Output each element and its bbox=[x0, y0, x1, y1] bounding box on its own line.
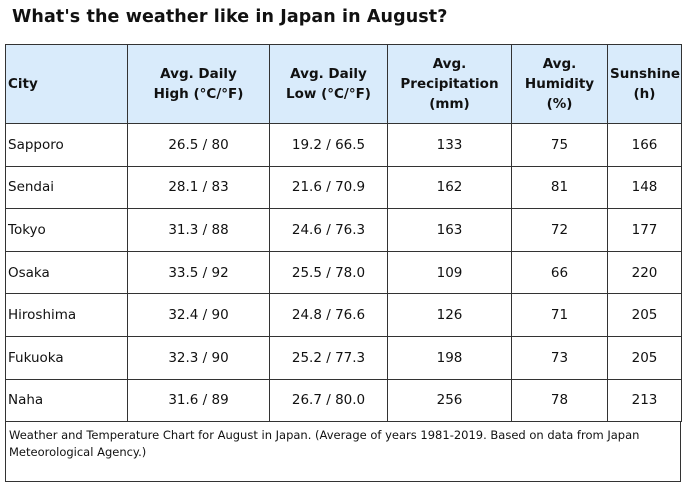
avg-low-cell: 25.5 / 78.0 bbox=[269, 250, 388, 295]
avg-high-cell: 28.1 / 83 bbox=[127, 165, 270, 210]
avg-low-cell: 21.6 / 70.9 bbox=[269, 165, 388, 210]
avg-low-cell: 24.6 / 76.3 bbox=[269, 208, 388, 252]
table-row: Hiroshima 32.4 / 90 24.8 / 76.6 126 71 2… bbox=[5, 293, 682, 337]
header-avg-humidity: Avg. Humidity (%) bbox=[511, 44, 608, 124]
sunshine-cell: 213 bbox=[607, 378, 682, 423]
avg-high-cell: 32.3 / 90 bbox=[127, 335, 270, 380]
table-row: Osaka 33.5 / 92 25.5 / 78.0 109 66 220 bbox=[5, 250, 682, 295]
table-row: Tokyo 31.3 / 88 24.6 / 76.3 163 72 177 bbox=[5, 208, 682, 252]
avg-low-cell: 26.7 / 80.0 bbox=[269, 378, 388, 423]
header-line: Avg. Daily bbox=[160, 66, 237, 82]
precipitation-cell: 109 bbox=[387, 250, 512, 295]
page-title: What's the weather like in Japan in Augu… bbox=[12, 7, 448, 27]
precipitation-cell: 162 bbox=[387, 165, 512, 210]
header-avg-low: Avg. Daily Low (°C/°F) bbox=[269, 44, 388, 124]
city-cell: Osaka bbox=[5, 250, 128, 295]
sunshine-cell: 166 bbox=[607, 123, 682, 167]
table-caption: Weather and Temperature Chart for August… bbox=[5, 422, 681, 483]
header-row: City Avg. Daily High (°C/°F) Avg. Daily … bbox=[5, 44, 682, 124]
table-row: Fukuoka 32.3 / 90 25.2 / 77.3 198 73 205 bbox=[5, 335, 682, 380]
header-line: (mm) bbox=[429, 96, 470, 112]
city-cell: Sapporo bbox=[5, 123, 128, 167]
humidity-cell: 81 bbox=[511, 165, 608, 210]
precipitation-cell: 163 bbox=[387, 208, 512, 252]
city-cell: Fukuoka bbox=[5, 335, 128, 380]
header-city: City bbox=[5, 44, 128, 124]
precipitation-cell: 133 bbox=[387, 123, 512, 167]
humidity-cell: 73 bbox=[511, 335, 608, 380]
header-line: Low (°C/°F) bbox=[286, 86, 371, 102]
header-line: High (°C/°F) bbox=[153, 86, 244, 102]
avg-high-cell: 32.4 / 90 bbox=[127, 293, 270, 337]
table-row: Naha 31.6 / 89 26.7 / 80.0 256 78 213 bbox=[5, 378, 682, 423]
city-cell: Hiroshima bbox=[5, 293, 128, 337]
humidity-cell: 72 bbox=[511, 208, 608, 252]
header-line: Avg. Daily bbox=[290, 66, 367, 82]
sunshine-cell: 220 bbox=[607, 250, 682, 295]
avg-low-cell: 19.2 / 66.5 bbox=[269, 123, 388, 167]
weather-table-container: City Avg. Daily High (°C/°F) Avg. Daily … bbox=[5, 44, 682, 483]
humidity-cell: 71 bbox=[511, 293, 608, 337]
header-line: Humidity bbox=[524, 76, 595, 92]
caption-line: Meteorological Agency.) bbox=[9, 445, 147, 460]
humidity-cell: 78 bbox=[511, 378, 608, 423]
header-line: Sunshine bbox=[610, 66, 680, 82]
city-cell: Tokyo bbox=[5, 208, 128, 252]
avg-high-cell: 31.6 / 89 bbox=[127, 378, 270, 423]
sunshine-cell: 205 bbox=[607, 293, 682, 337]
table-row: Sendai 28.1 / 83 21.6 / 70.9 162 81 148 bbox=[5, 165, 682, 210]
humidity-cell: 66 bbox=[511, 250, 608, 295]
caption-line: Weather and Temperature Chart for August… bbox=[9, 428, 640, 443]
city-cell: Naha bbox=[5, 378, 128, 423]
precipitation-cell: 198 bbox=[387, 335, 512, 380]
sunshine-cell: 148 bbox=[607, 165, 682, 210]
weather-table: City Avg. Daily High (°C/°F) Avg. Daily … bbox=[5, 44, 682, 423]
avg-high-cell: 31.3 / 88 bbox=[127, 208, 270, 252]
table-row: Sapporo 26.5 / 80 19.2 / 66.5 133 75 166 bbox=[5, 123, 682, 167]
avg-low-cell: 24.8 / 76.6 bbox=[269, 293, 388, 337]
sunshine-cell: 177 bbox=[607, 208, 682, 252]
header-line: (h) bbox=[633, 86, 656, 102]
city-cell: Sendai bbox=[5, 165, 128, 210]
avg-high-cell: 26.5 / 80 bbox=[127, 123, 270, 167]
precipitation-cell: 256 bbox=[387, 378, 512, 423]
avg-low-cell: 25.2 / 77.3 bbox=[269, 335, 388, 380]
precipitation-cell: 126 bbox=[387, 293, 512, 337]
header-avg-high: Avg. Daily High (°C/°F) bbox=[127, 44, 270, 124]
header-line: (%) bbox=[546, 96, 573, 112]
header-line: Avg. bbox=[542, 56, 577, 72]
sunshine-cell: 205 bbox=[607, 335, 682, 380]
header-sunshine: Sunshine (h) bbox=[607, 44, 682, 124]
avg-high-cell: 33.5 / 92 bbox=[127, 250, 270, 295]
header-line: Avg. Precipitation bbox=[400, 56, 499, 92]
humidity-cell: 75 bbox=[511, 123, 608, 167]
header-avg-precipitation: Avg. Precipitation (mm) bbox=[387, 44, 512, 124]
